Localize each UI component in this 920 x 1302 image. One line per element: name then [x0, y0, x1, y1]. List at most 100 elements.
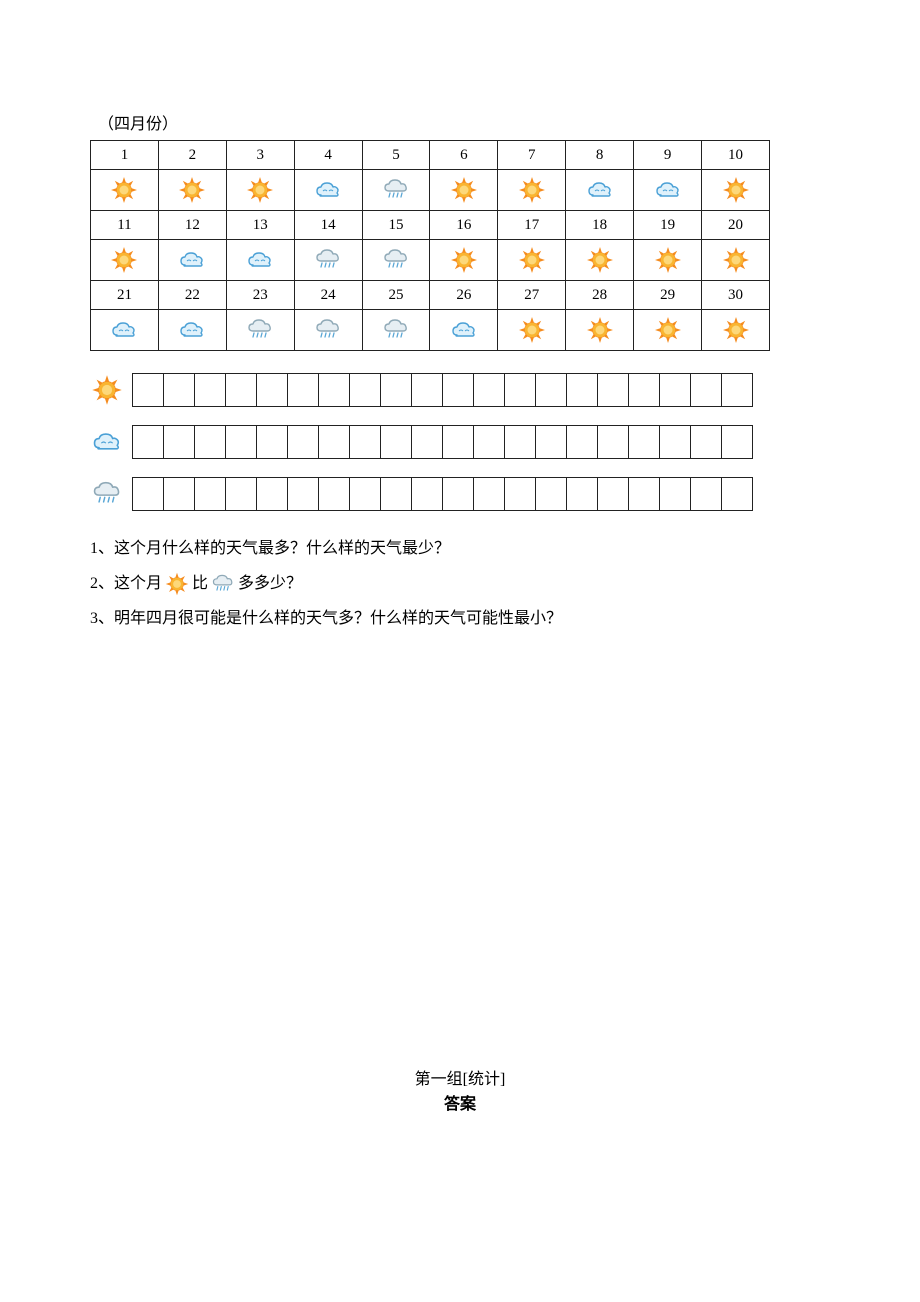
q2-text-c: 多多少？ — [238, 566, 302, 601]
tally-box[interactable] — [194, 373, 225, 407]
tally-box[interactable] — [442, 373, 473, 407]
tally-box[interactable] — [535, 425, 566, 459]
calendar-day-number: 27 — [498, 281, 566, 310]
sun-icon — [90, 373, 130, 407]
calendar-day-number: 24 — [294, 281, 362, 310]
tally-box[interactable] — [411, 425, 442, 459]
calendar-day-number: 8 — [566, 141, 634, 170]
tally-box[interactable] — [721, 425, 753, 459]
q3-text: 明年四月很可能是什么样的天气多？什么样的天气可能性最小？ — [114, 601, 562, 636]
tally-box[interactable] — [225, 425, 256, 459]
tally-box[interactable] — [690, 373, 721, 407]
tally-box[interactable] — [349, 477, 380, 511]
tally-box[interactable] — [628, 373, 659, 407]
tally-box[interactable] — [504, 477, 535, 511]
tally-row — [90, 477, 830, 511]
weather-calendar: 1234567891011121314151617181920212223242… — [90, 140, 770, 351]
questions: 1、 这个月什么样的天气最多？什么样的天气最少？ 2、 这个月 比 多多少？ 3… — [90, 531, 830, 637]
cloud-icon — [294, 170, 362, 211]
calendar-day-number: 1 — [91, 141, 159, 170]
tally-box[interactable] — [628, 425, 659, 459]
calendar-day-number: 10 — [702, 141, 770, 170]
tally-box[interactable] — [690, 425, 721, 459]
tally-box[interactable] — [380, 477, 411, 511]
sun-icon — [566, 310, 634, 351]
tally-box[interactable] — [690, 477, 721, 511]
calendar-day-number: 14 — [294, 211, 362, 240]
sun-icon — [164, 571, 190, 597]
tally-box[interactable] — [380, 373, 411, 407]
calendar-day-number: 3 — [226, 141, 294, 170]
calendar-day-number: 22 — [158, 281, 226, 310]
tally-box[interactable] — [318, 373, 349, 407]
calendar-day-number: 11 — [91, 211, 159, 240]
calendar-day-number: 20 — [702, 211, 770, 240]
tally-box[interactable] — [473, 425, 504, 459]
tally-box[interactable] — [473, 373, 504, 407]
tally-box[interactable] — [504, 425, 535, 459]
cloud-icon — [430, 310, 498, 351]
tally-boxes — [132, 425, 753, 459]
calendar-day-number: 18 — [566, 211, 634, 240]
rain-icon — [362, 170, 430, 211]
calendar-day-number: 21 — [91, 281, 159, 310]
tally-box[interactable] — [225, 373, 256, 407]
tally-box[interactable] — [442, 425, 473, 459]
tally-box[interactable] — [132, 477, 163, 511]
tally-box[interactable] — [535, 477, 566, 511]
question-2: 2、 这个月 比 多多少？ — [90, 566, 830, 601]
tally-box[interactable] — [318, 425, 349, 459]
tally-box[interactable] — [194, 425, 225, 459]
sun-icon — [91, 170, 159, 211]
cloud-icon — [158, 240, 226, 281]
tally-box[interactable] — [380, 425, 411, 459]
tally-box[interactable] — [163, 477, 194, 511]
tally-box[interactable] — [566, 425, 597, 459]
tally-box[interactable] — [504, 373, 535, 407]
calendar-day-number: 23 — [226, 281, 294, 310]
tally-box[interactable] — [318, 477, 349, 511]
calendar-day-number: 4 — [294, 141, 362, 170]
tally-box[interactable] — [132, 373, 163, 407]
tally-box[interactable] — [659, 425, 690, 459]
calendar-day-number: 15 — [362, 211, 430, 240]
tally-box[interactable] — [163, 425, 194, 459]
sun-icon — [702, 310, 770, 351]
sun-icon — [498, 240, 566, 281]
worksheet-page: （四月份） 1234567891011121314151617181920212… — [0, 0, 920, 1178]
tally-box[interactable] — [163, 373, 194, 407]
tally-box[interactable] — [225, 477, 256, 511]
tally-box[interactable] — [597, 425, 628, 459]
tally-box[interactable] — [194, 477, 225, 511]
tally-box[interactable] — [256, 425, 287, 459]
sun-icon — [498, 310, 566, 351]
tally-box[interactable] — [411, 477, 442, 511]
tally-box[interactable] — [659, 477, 690, 511]
tally-box[interactable] — [535, 373, 566, 407]
tally-box[interactable] — [349, 425, 380, 459]
tally-box[interactable] — [256, 373, 287, 407]
tally-box[interactable] — [597, 373, 628, 407]
tally-box[interactable] — [411, 373, 442, 407]
rain-icon — [210, 571, 236, 597]
sun-icon — [430, 240, 498, 281]
tally-box[interactable] — [721, 373, 753, 407]
tally-box[interactable] — [132, 425, 163, 459]
tally-box[interactable] — [287, 425, 318, 459]
tally-box[interactable] — [628, 477, 659, 511]
tally-box[interactable] — [721, 477, 753, 511]
tally-box[interactable] — [442, 477, 473, 511]
tally-box[interactable] — [566, 373, 597, 407]
tally-box[interactable] — [287, 373, 318, 407]
tally-box[interactable] — [256, 477, 287, 511]
tally-box[interactable] — [349, 373, 380, 407]
tally-box[interactable] — [597, 477, 628, 511]
tally-box[interactable] — [566, 477, 597, 511]
footer-line2: 答案 — [90, 1092, 830, 1118]
cloud-icon — [90, 425, 130, 459]
tally-box[interactable] — [473, 477, 504, 511]
tally-box[interactable] — [659, 373, 690, 407]
tally-box[interactable] — [287, 477, 318, 511]
calendar-day-number: 25 — [362, 281, 430, 310]
tally-section — [90, 373, 830, 511]
